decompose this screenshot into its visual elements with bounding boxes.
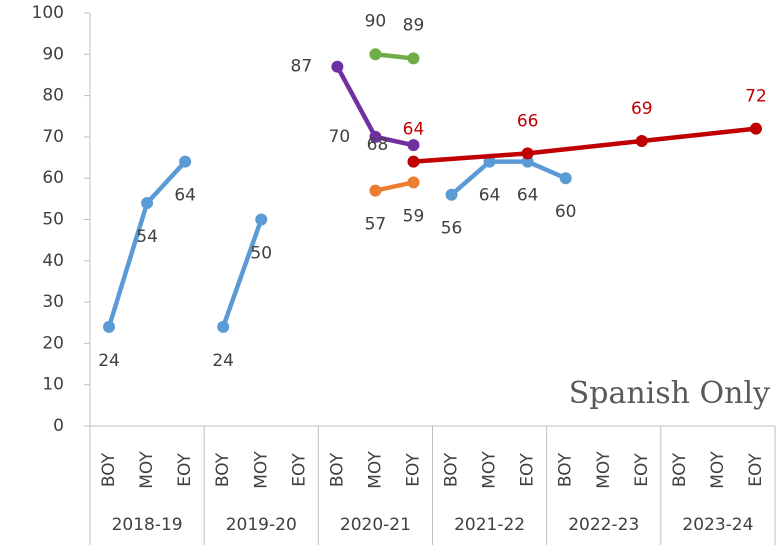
marker	[521, 155, 534, 168]
marker	[407, 176, 420, 189]
annotation: Spanish Only	[569, 376, 770, 411]
marker	[369, 130, 382, 143]
marker	[483, 155, 496, 168]
marker	[407, 155, 420, 168]
x-tick-label: EOY	[746, 453, 766, 487]
marker	[749, 122, 762, 135]
x-tick-label: BOY	[442, 452, 462, 487]
y-tick-label: 100	[32, 3, 64, 23]
group-label: 2018-19	[112, 515, 183, 535]
group-label: 2023-24	[682, 515, 753, 535]
line	[375, 52, 414, 61]
marker	[369, 184, 382, 197]
x-tick-label: EOY	[175, 453, 195, 487]
y-tick-label: 40	[42, 251, 64, 271]
marker	[559, 172, 572, 185]
group-label: 2022-23	[568, 515, 639, 535]
x-tick-label: MOY	[708, 451, 728, 489]
marker	[521, 147, 534, 160]
x-tick-label: MOY	[594, 451, 614, 489]
x-tick-label: MOY	[137, 451, 157, 489]
y-tick-label: 50	[42, 210, 64, 230]
x-tick-label: MOY	[251, 451, 271, 489]
marker	[179, 155, 192, 168]
marker	[635, 135, 648, 148]
marker	[103, 320, 116, 333]
x-tick-label: EOY	[289, 453, 309, 487]
y-tick-label: 60	[42, 168, 64, 188]
x-tick-label: BOY	[213, 452, 233, 487]
x-tick-label: EOY	[518, 453, 538, 487]
x-tick-label: BOY	[327, 452, 347, 487]
data-label: 64	[174, 186, 196, 206]
y-tick-label: 80	[42, 86, 64, 106]
marker	[255, 213, 268, 226]
data-label: 72	[745, 87, 767, 107]
y-tick-label: 90	[42, 44, 64, 64]
x-tick-label: EOY	[403, 453, 423, 487]
data-label: 66	[517, 111, 539, 131]
marker	[407, 139, 420, 152]
y-tick-label: 20	[42, 333, 64, 353]
data-label: 60	[555, 202, 577, 222]
data-label: 50	[250, 244, 272, 264]
data-label: 69	[631, 99, 653, 119]
group-label: 2020-21	[340, 515, 411, 535]
line	[413, 126, 757, 164]
x-tick-label: MOY	[480, 451, 500, 489]
marker	[141, 196, 154, 209]
data-label: 89	[403, 15, 425, 35]
x-tick-label: MOY	[365, 451, 385, 489]
line	[450, 159, 567, 197]
data-label: 64	[517, 186, 539, 206]
data-label: 64	[479, 186, 501, 206]
data-label: 59	[403, 206, 425, 226]
marker	[407, 52, 420, 65]
data-label: 54	[136, 227, 158, 247]
y-tick-label: 30	[42, 292, 64, 312]
x-tick-label: BOY	[99, 452, 119, 487]
group-label: 2021-22	[454, 515, 525, 535]
data-label: 56	[441, 219, 463, 239]
y-tick-label: 0	[53, 416, 64, 436]
data-label: 90	[365, 11, 387, 31]
line	[374, 180, 414, 193]
x-tick-label: BOY	[670, 452, 690, 487]
data-label: 70	[329, 127, 351, 147]
data-label: 68	[367, 135, 389, 155]
marker	[445, 188, 458, 201]
data-label: 24	[98, 351, 120, 371]
data-label: 64	[403, 120, 425, 140]
y-tick-label: 70	[42, 127, 64, 147]
group-label: 2019-20	[226, 515, 297, 535]
line	[221, 218, 264, 328]
data-label: 24	[212, 351, 234, 371]
x-tick-label: BOY	[556, 452, 576, 487]
data-label: 57	[365, 215, 387, 235]
marker	[217, 320, 230, 333]
x-tick-label: EOY	[632, 453, 652, 487]
data-label: 87	[291, 57, 313, 77]
y-tick-label: 10	[42, 375, 64, 395]
marker	[331, 60, 344, 73]
marker	[369, 48, 382, 61]
